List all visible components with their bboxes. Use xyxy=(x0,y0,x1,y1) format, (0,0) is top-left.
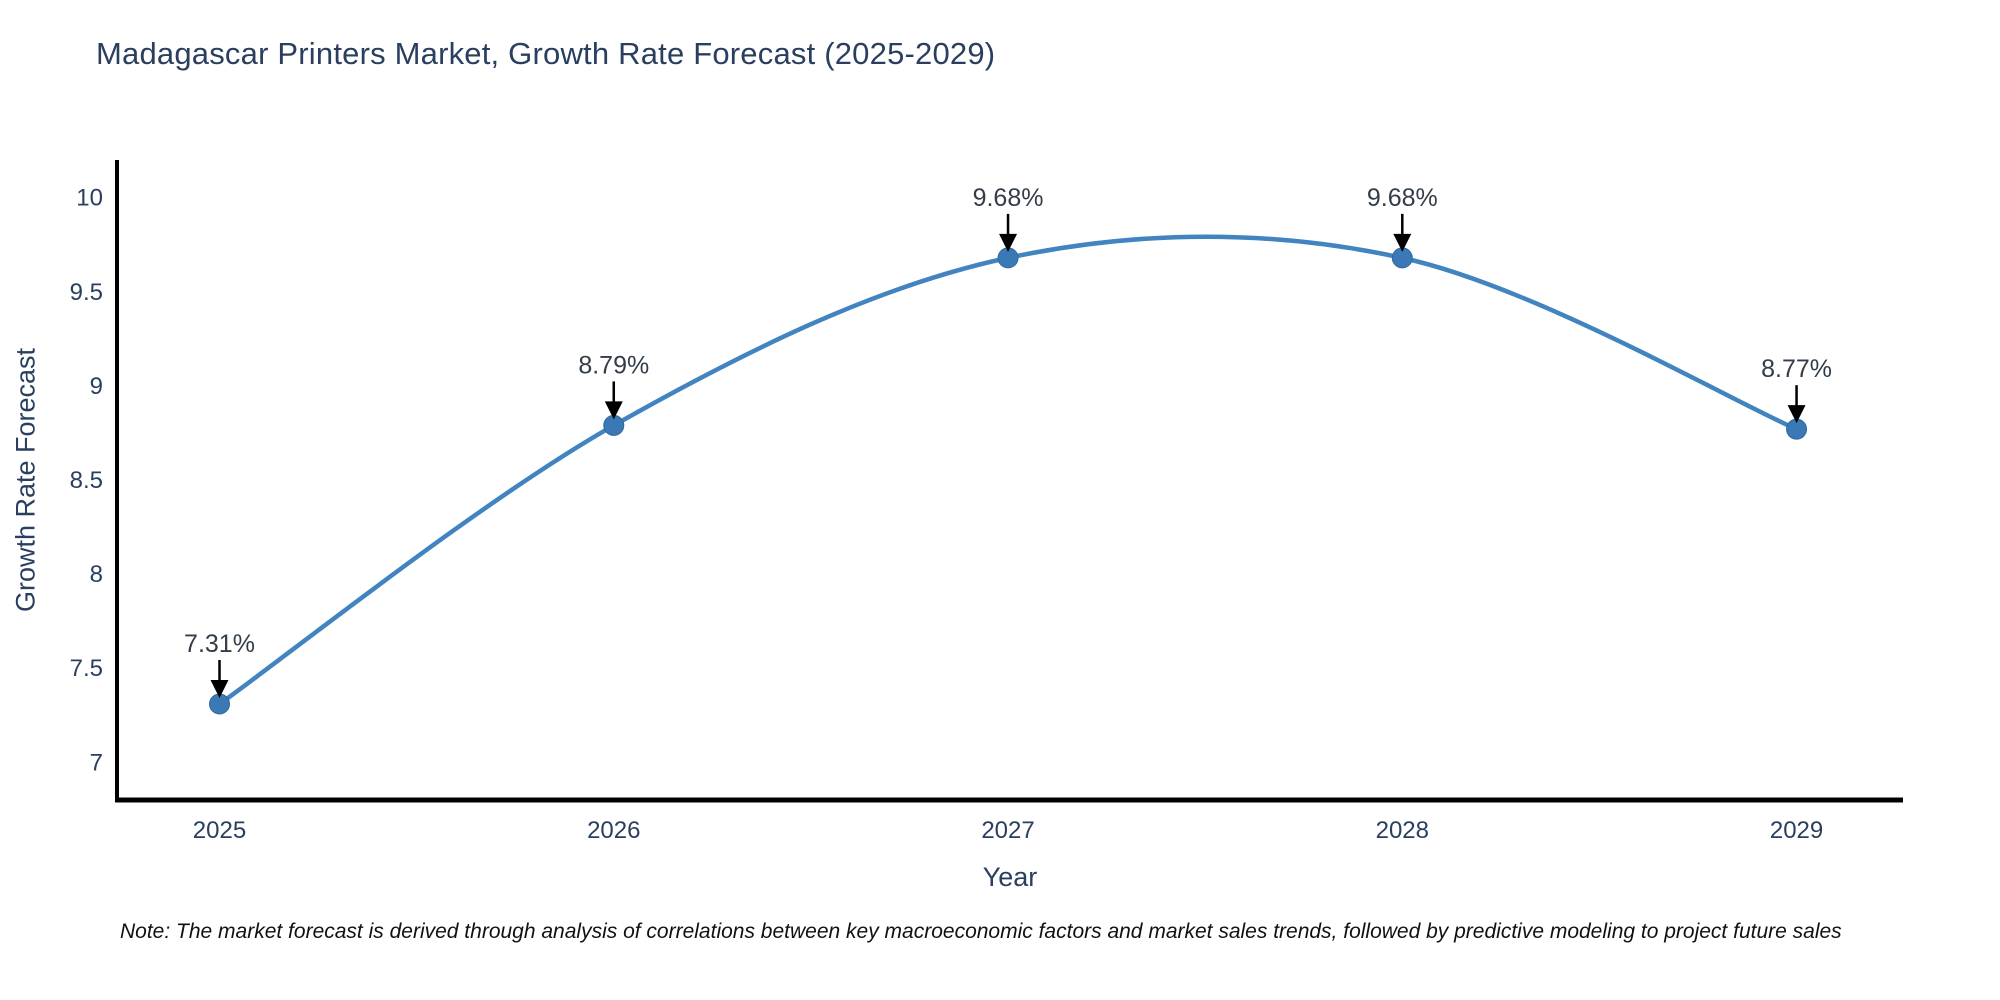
y-tick-label: 7 xyxy=(90,749,103,776)
data-point-label: 8.77% xyxy=(1761,355,1832,383)
data-point-label: 9.68% xyxy=(1367,184,1438,212)
y-tick-label: 9 xyxy=(90,373,103,400)
annotation-arrowhead-icon xyxy=(604,401,623,420)
y-tick-label: 8.5 xyxy=(70,467,103,494)
trend-line xyxy=(217,234,1799,707)
y-tick-label: 7.5 xyxy=(70,655,103,682)
data-point-label: 9.68% xyxy=(973,184,1044,212)
annotation-arrowhead-icon xyxy=(999,233,1018,252)
annotation-arrowhead-icon xyxy=(210,680,229,698)
x-tick-label: 2028 xyxy=(1376,817,1429,844)
x-tick-label: 2027 xyxy=(981,817,1034,844)
data-point-label: 8.79% xyxy=(578,351,649,379)
y-tick-label: 8 xyxy=(90,561,103,588)
x-axis-title: Year xyxy=(982,862,1038,892)
data-point-label: 7.31% xyxy=(184,630,255,658)
annotation-arrowhead-icon xyxy=(1393,233,1412,252)
chart-title: Madagascar Printers Market, Growth Rate … xyxy=(96,36,996,71)
y-tick-label: 10 xyxy=(76,185,103,212)
y-tick-label: 9.5 xyxy=(70,279,103,306)
x-tick-label: 2025 xyxy=(193,817,246,844)
footnote: Note: The market forecast is derived thr… xyxy=(120,920,1842,943)
x-tick-label: 2029 xyxy=(1770,817,1823,844)
x-tick-label: 2026 xyxy=(587,817,640,844)
annotation-arrowhead-icon xyxy=(1787,405,1806,424)
